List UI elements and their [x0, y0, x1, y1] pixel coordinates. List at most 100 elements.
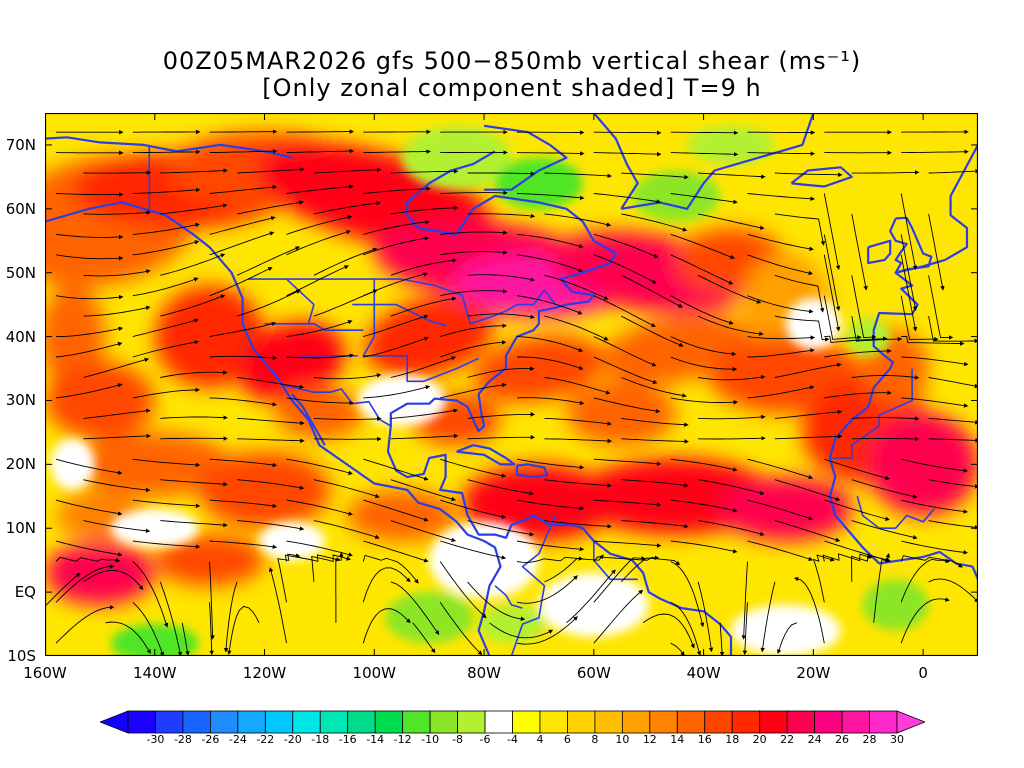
shear-pocket [687, 125, 775, 165]
streamline [440, 499, 507, 519]
streamline [742, 602, 748, 656]
streamline [160, 294, 226, 317]
colorbar-swatch [347, 710, 376, 734]
streamline [132, 318, 199, 338]
streamline [851, 170, 920, 175]
streamline [777, 622, 798, 655]
streamline [747, 385, 815, 399]
colorbar-swatch [237, 710, 266, 734]
colorbar-tick-label: -24 [228, 733, 247, 746]
streamline [55, 294, 124, 300]
map-border [45, 113, 978, 656]
streamline [237, 438, 305, 443]
streamline [286, 319, 353, 338]
streamline [209, 602, 214, 656]
streamline [132, 187, 201, 194]
coastline [592, 113, 639, 210]
streamline [901, 458, 968, 473]
streamline [747, 233, 814, 251]
streamline [544, 377, 611, 395]
shear-shading [45, 132, 978, 605]
streamline [774, 479, 841, 502]
coastline [621, 113, 815, 210]
streamline [593, 254, 657, 284]
streamline [901, 499, 968, 514]
streamline [311, 554, 351, 582]
shear-shading-detail [50, 125, 929, 656]
streamline [55, 540, 123, 557]
streamline [698, 374, 766, 381]
streamline [824, 499, 890, 521]
colorbar-swatch [676, 710, 706, 734]
streamline [747, 254, 814, 276]
streamline [132, 458, 201, 468]
streamline [286, 129, 355, 134]
streamline [621, 479, 689, 488]
streamline [55, 605, 115, 644]
streamline [621, 315, 684, 347]
streamline [928, 316, 978, 344]
lat-tick-label: 10S [7, 647, 36, 665]
lon-tick-label: 0 [918, 664, 928, 682]
colorbar-tick-label: -22 [256, 733, 275, 746]
streamline [440, 323, 507, 338]
colorbar-swatch [512, 710, 541, 734]
streamline [313, 520, 380, 540]
streamline [105, 621, 151, 655]
streamline [181, 622, 190, 656]
streamline [363, 219, 430, 235]
streamline [823, 254, 841, 332]
border-line [285, 278, 315, 325]
streamline [698, 414, 766, 420]
streamline [747, 458, 814, 480]
colorbar-tick-label: 10 [615, 733, 630, 746]
streamline [593, 397, 661, 414]
colorbar-swatch [264, 710, 294, 734]
colorbar-swatch [594, 710, 623, 734]
streamline [621, 417, 689, 427]
streamline [132, 499, 201, 508]
streamline [621, 377, 687, 398]
colorbar-swatch [539, 710, 568, 734]
streamline [467, 366, 535, 378]
streamline [160, 415, 228, 420]
streamline [544, 438, 613, 444]
streamline [516, 499, 585, 511]
streamline [593, 589, 644, 644]
streamline [670, 233, 735, 260]
shear-blob [198, 451, 331, 529]
streamline [774, 213, 826, 246]
streamline [132, 149, 201, 155]
border-line [856, 496, 935, 529]
streamline [236, 246, 301, 276]
shear-pocket [385, 592, 474, 644]
colorbar-tick-label: -12 [393, 733, 412, 746]
streamline [851, 416, 920, 421]
streamline [313, 373, 382, 380]
streamline [132, 277, 199, 297]
colorbar-swatch [786, 710, 816, 734]
streamline [363, 499, 429, 522]
streamline [440, 340, 507, 358]
streamline [160, 168, 228, 174]
colorbar-tick-label: -16 [338, 733, 357, 746]
streamline [363, 236, 430, 256]
colorbar-swatch [704, 710, 733, 734]
streamline [824, 458, 890, 481]
streamline [132, 601, 165, 656]
streamline [851, 436, 920, 442]
lat-tick-label: 60N [5, 199, 36, 218]
streamline [209, 499, 278, 509]
streamline [823, 193, 841, 271]
streamline [928, 578, 978, 603]
streamline [390, 356, 457, 378]
streamline [698, 435, 766, 441]
border-line [494, 585, 523, 609]
streamline [83, 569, 144, 591]
streamline [621, 213, 688, 232]
streamline [467, 479, 535, 496]
streamline [670, 295, 734, 325]
streamline [390, 169, 459, 174]
shear-pocket [495, 157, 583, 209]
streamline [313, 416, 382, 422]
